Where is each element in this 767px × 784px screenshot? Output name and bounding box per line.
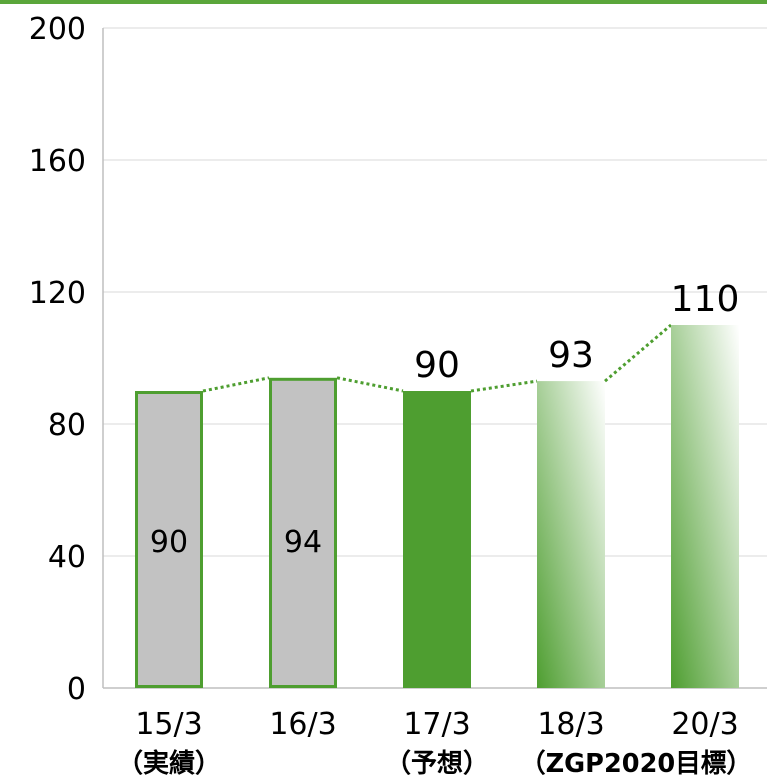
y-tick-label: 80: [48, 408, 86, 443]
connector-line: [202, 376, 270, 393]
x-tick-label: 17/3: [403, 707, 470, 742]
connector-line: [336, 376, 404, 393]
data-label: 110: [671, 279, 740, 320]
data-label: 90: [150, 525, 188, 560]
connector-line: [604, 323, 672, 383]
x-sublabel: （ZGP2020目標）: [520, 749, 752, 779]
y-tick-label: 200: [29, 12, 86, 47]
data-label: 93: [548, 335, 594, 376]
x-sublabel: （実績）: [117, 748, 221, 779]
bar-18-3: [537, 381, 605, 688]
y-tick-label: 160: [29, 144, 86, 179]
bar-16-3: [269, 377, 337, 688]
x-sublabel: （予想）: [385, 749, 489, 779]
y-tick-label: 0: [67, 672, 86, 707]
data-label: 94: [284, 525, 322, 560]
y-tick-label: 40: [48, 540, 86, 575]
connector-line: [470, 379, 538, 393]
bar-15-3: [135, 391, 203, 688]
x-tick-label: 18/3: [537, 707, 604, 742]
bar-20-3: [671, 325, 739, 688]
y-tick-label: 120: [29, 276, 86, 311]
x-tick-label: 15/3: [135, 707, 202, 742]
x-tick-label: 16/3: [269, 707, 336, 742]
bar-17-3: [403, 391, 471, 688]
data-label: 90: [414, 345, 460, 386]
top-rule: [0, 0, 767, 4]
x-tick-label: 20/3: [671, 707, 738, 742]
